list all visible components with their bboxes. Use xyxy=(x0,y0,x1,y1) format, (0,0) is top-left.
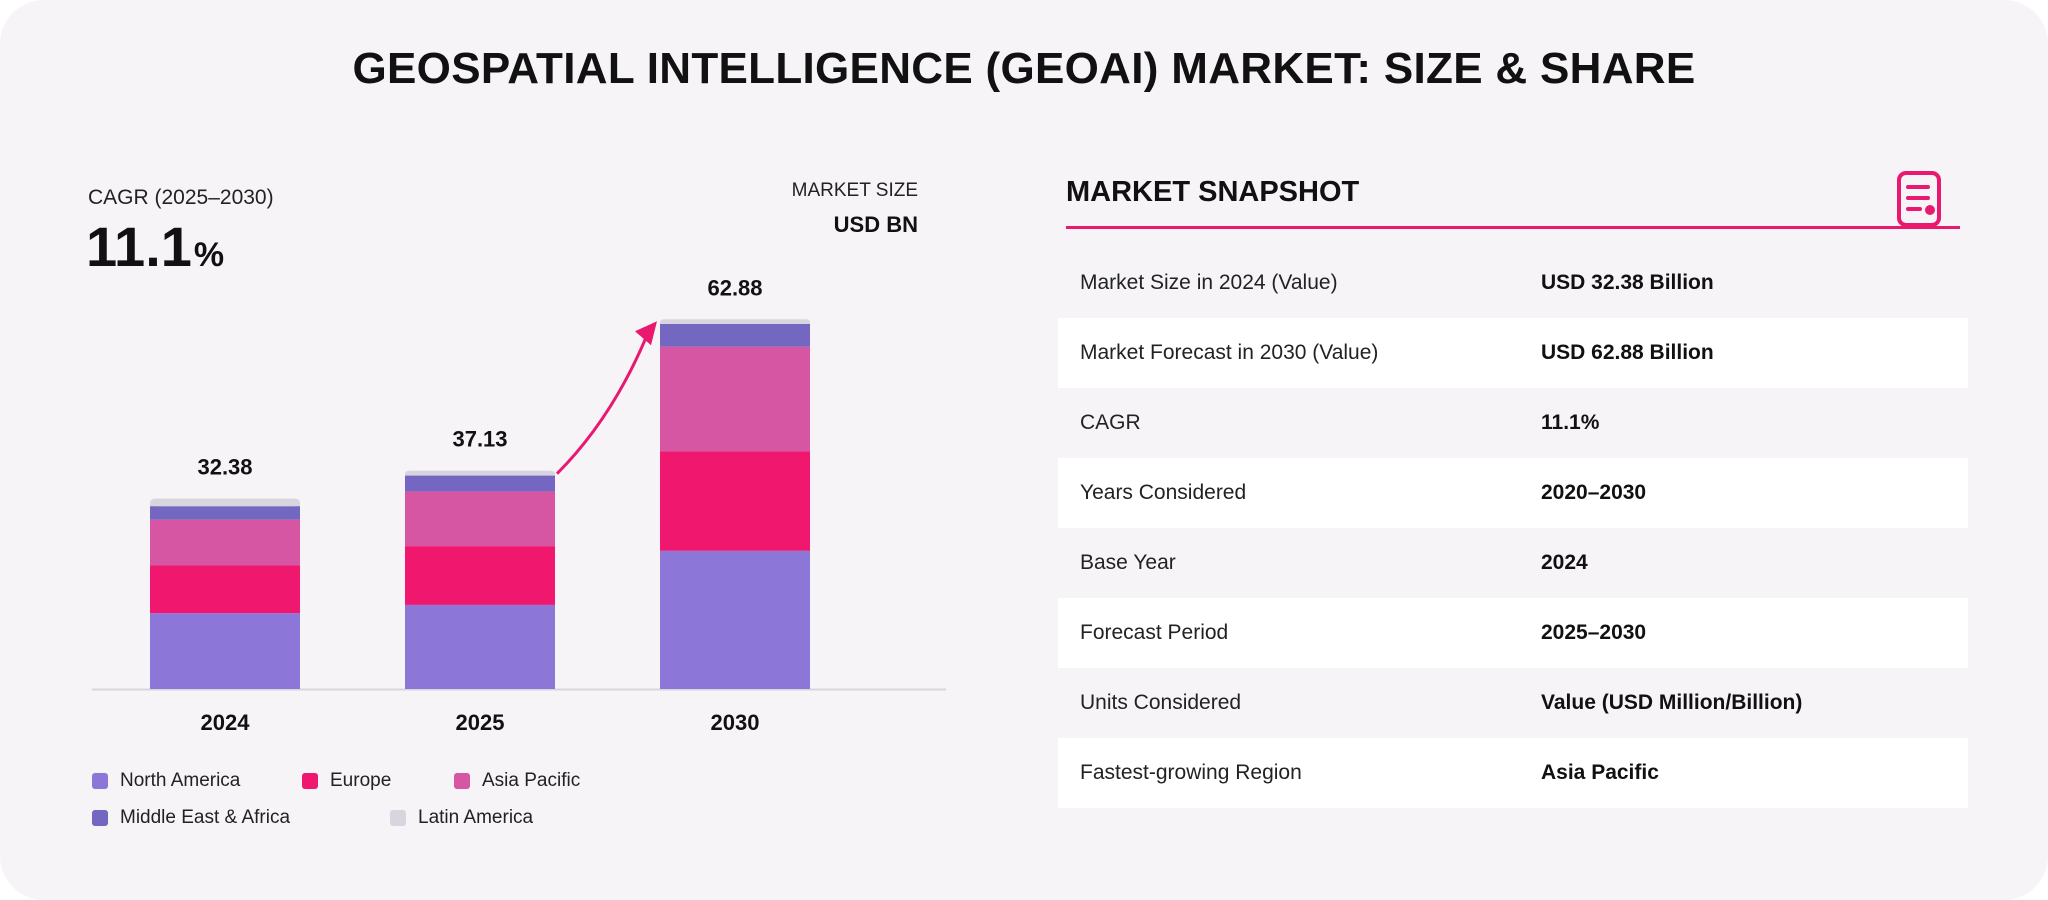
snapshot-row-value: 2020–2030 xyxy=(1541,481,1647,504)
market-size-label: MARKET SIZE xyxy=(791,180,918,201)
snapshot-row-value: USD 32.38 Billion xyxy=(1541,271,1714,294)
bar-segment-middle-east-africa-2030 xyxy=(660,323,810,347)
legend-swatch xyxy=(92,810,108,826)
stacked-bar-chart: 32.38 2024 37.13 2025 62.88 2030 xyxy=(92,275,946,735)
bar-segment-north-america-2024 xyxy=(150,613,300,689)
snapshot-row-key: Base Year xyxy=(1080,551,1176,574)
legend-label: Latin America xyxy=(418,807,534,828)
snapshot-row-key: Units Considered xyxy=(1080,691,1242,714)
snapshot-row-key: Market Size in 2024 (Value) xyxy=(1080,271,1338,294)
snapshot-row-key: CAGR xyxy=(1080,411,1141,434)
snapshot-row: CAGR 11.1% xyxy=(1058,388,1968,458)
legend-swatch xyxy=(92,773,108,789)
snapshot-row: Fastest-growing Region Asia Pacific xyxy=(1058,738,1968,808)
snapshot-row: Market Size in 2024 (Value) USD 32.38 Bil… xyxy=(1058,248,1968,318)
legend-swatch xyxy=(390,810,406,826)
bar-total-label-2030: 62.88 xyxy=(707,275,762,300)
snapshot-row-key: Years Considered xyxy=(1080,481,1247,504)
snapshot-table: Market Size in 2024 (Value) USD 32.38 Bil… xyxy=(1058,248,1968,808)
document-icon xyxy=(1897,171,1941,227)
page-title: GEOSPATIAL INTELLIGENCE (GEOAI) MARKET: … xyxy=(352,44,1696,93)
legend-item: North America xyxy=(92,770,240,792)
bar-segment-north-america-2025 xyxy=(405,604,555,689)
legend-label: Asia Pacific xyxy=(482,770,581,791)
snapshot-row: Forecast Period 2025–2030 xyxy=(1058,598,1968,668)
legend-swatch xyxy=(454,773,470,789)
bar-segment-middle-east-africa-2024 xyxy=(150,506,300,520)
legend-item: Latin America xyxy=(390,807,533,829)
snapshot-row: Base Year 2024 xyxy=(1058,528,1968,598)
legend-item: Europe xyxy=(302,770,391,792)
legend-label: North America xyxy=(120,770,241,791)
bar-segment-north-america-2030 xyxy=(660,550,810,689)
snapshot-row-value: 2025–2030 xyxy=(1541,621,1647,644)
bar-total-label-2024: 32.38 xyxy=(197,455,252,480)
snapshot-row-value: 2024 xyxy=(1541,551,1588,574)
bar-cap-fill-2024 xyxy=(150,502,300,507)
bar-segment-asia-pacific-2030 xyxy=(660,346,810,452)
legend-item: Middle East & Africa xyxy=(92,807,290,829)
snapshot-row-key: Forecast Period xyxy=(1080,621,1229,644)
growth-arrow-path xyxy=(555,334,649,475)
bar-cap-fill-2030 xyxy=(660,321,810,324)
snapshot-row-value: Asia Pacific xyxy=(1541,761,1659,784)
market-size-unit: USD BN xyxy=(833,212,918,237)
snapshot-divider xyxy=(1066,226,1960,229)
cagr-value: 11.1% xyxy=(86,214,224,279)
legend-swatch xyxy=(302,773,318,789)
x-tick-label-2030: 2030 xyxy=(711,710,760,735)
bar-segment-europe-2025 xyxy=(405,546,555,605)
snapshot-row: Years Considered 2020–2030 xyxy=(1058,458,1968,528)
cagr-label: CAGR (2025–2030) xyxy=(88,186,274,209)
cagr-unit: % xyxy=(193,236,225,274)
legend-item: Asia Pacific xyxy=(454,770,580,792)
snapshot-row-value: Value (USD Million/Billion) xyxy=(1541,691,1803,714)
snapshot-row-value: USD 62.88 Billion xyxy=(1541,341,1714,364)
bar-segment-europe-2030 xyxy=(660,451,810,551)
bar-cap-fill-2025 xyxy=(405,473,555,476)
snapshot-row-value: 11.1% xyxy=(1541,411,1600,434)
x-tick-label-2024: 2024 xyxy=(201,710,251,735)
snapshot-row-key: Market Forecast in 2030 (Value) xyxy=(1080,341,1379,364)
legend-label: Europe xyxy=(330,770,392,791)
snapshot-row: Units Considered Value (USD Million/Billi… xyxy=(1058,668,1968,738)
snapshot-row: Market Forecast in 2030 (Value) USD 62.88… xyxy=(1058,318,1968,388)
cagr-number: 11.1 xyxy=(86,215,192,278)
bar-segment-middle-east-africa-2025 xyxy=(405,475,555,492)
chart-legend: North America Europe Asia Pacific Middle Ea… xyxy=(92,770,792,850)
bar-total-label-2025: 37.13 xyxy=(452,427,507,452)
bar-segment-europe-2024 xyxy=(150,565,300,614)
bar-segment-asia-pacific-2024 xyxy=(150,519,300,566)
x-tick-label-2025: 2025 xyxy=(456,710,505,735)
snapshot-title: MARKET SNAPSHOT xyxy=(1066,176,1360,208)
growth-arrow-head xyxy=(635,321,657,346)
bar-segment-asia-pacific-2025 xyxy=(405,491,555,547)
legend-label: Middle East & Africa xyxy=(120,807,291,828)
snapshot-row-key: Fastest-growing Region xyxy=(1080,761,1302,784)
